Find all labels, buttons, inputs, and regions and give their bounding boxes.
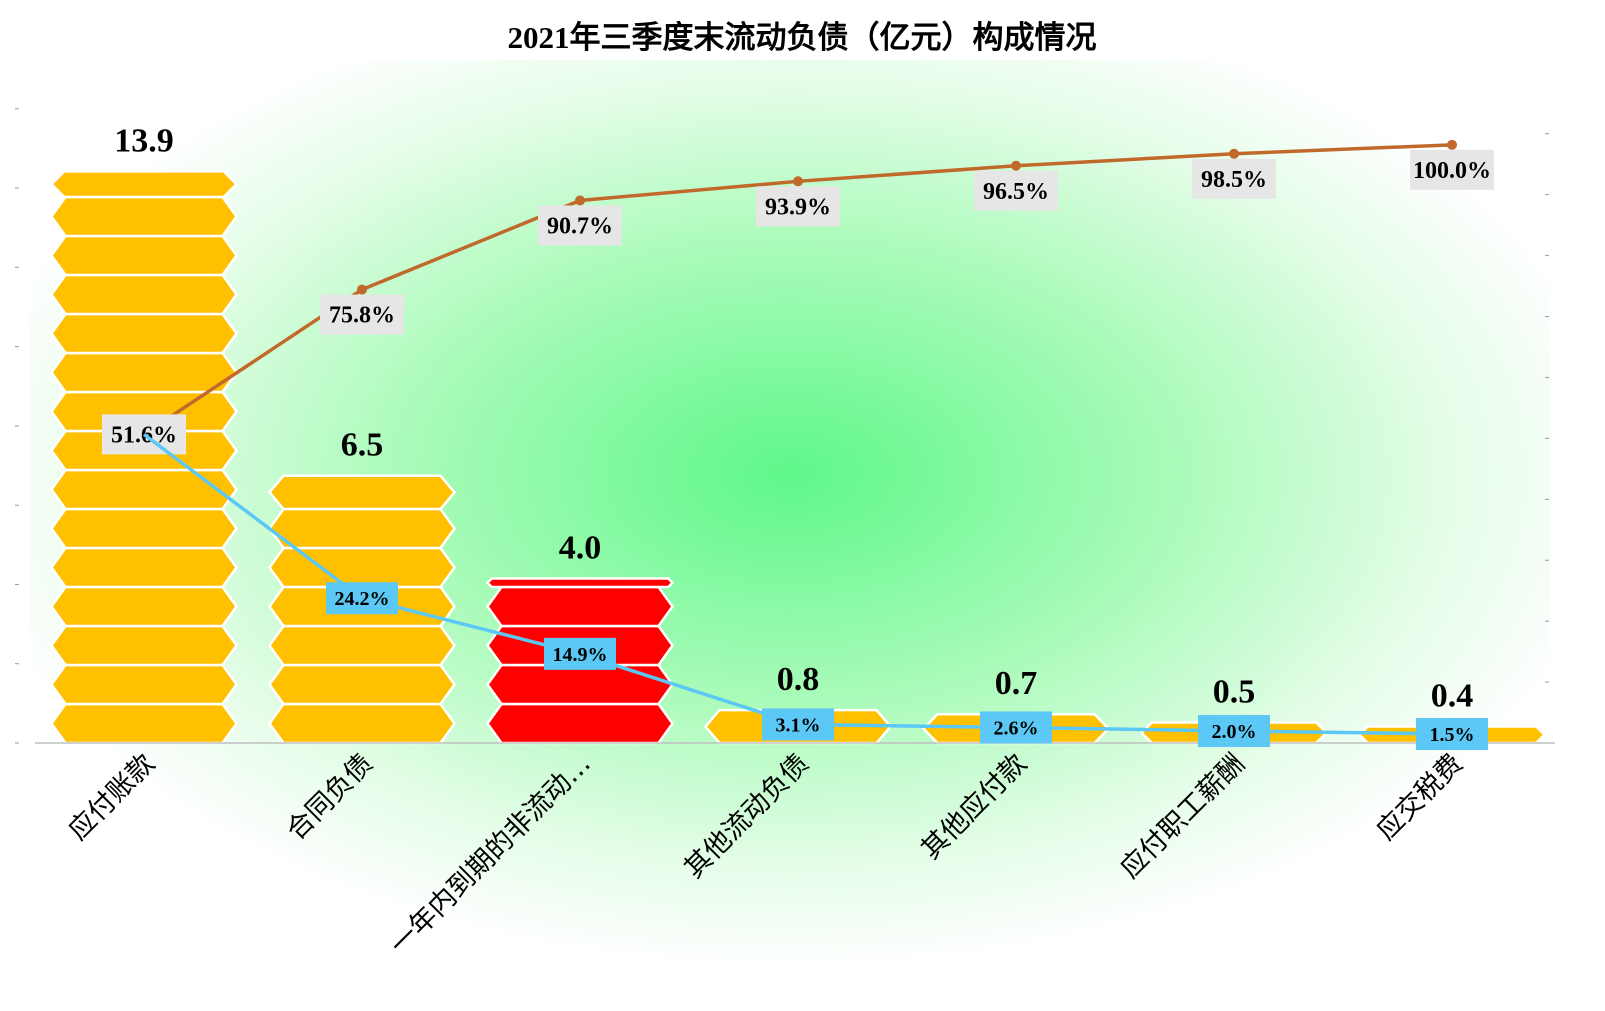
percentage-label-box xyxy=(980,711,1052,744)
bar-segment xyxy=(267,624,457,667)
bar-segment xyxy=(267,546,457,589)
cumulative-label-text: 98.5% xyxy=(1201,167,1267,193)
cumulative-point xyxy=(357,284,367,295)
cumulative-point xyxy=(1011,160,1021,171)
bar-value-label: 0.4 xyxy=(1431,678,1474,715)
cumulative-label: 96.5% xyxy=(974,170,1058,211)
percentage-label: 1.5% xyxy=(1416,718,1488,751)
percentage-label-text: 24.2% xyxy=(335,588,390,610)
cumulative-label-text: 100.0% xyxy=(1413,158,1491,184)
cumulative-label-box xyxy=(756,186,840,227)
bar-segment xyxy=(49,624,239,667)
percentage-line-series: 24.2% 14.9% 3.1% 2.6% 2.0% 1.5% xyxy=(142,432,1488,751)
bar-value-label: 6.5 xyxy=(341,427,384,464)
percentage-label: 2.0% xyxy=(1198,715,1270,748)
bar-segment xyxy=(49,663,239,706)
bar-segment xyxy=(49,507,239,550)
cumulative-label-text: 93.9% xyxy=(765,194,831,220)
bar-value-label: 4.0 xyxy=(559,530,602,567)
bar-segment xyxy=(267,702,457,745)
bar xyxy=(267,474,457,745)
cumulative-point xyxy=(1229,148,1239,159)
bar xyxy=(485,577,675,745)
chart-title: 2021年三季度末流动负债（亿元）构成情况 xyxy=(508,20,1097,55)
cumulative-point xyxy=(793,176,803,187)
cumulative-label-text: 96.5% xyxy=(983,179,1049,205)
percentage-label-box xyxy=(1198,715,1270,748)
cumulative-line-series: 51.6%75.8%90.7%93.9%96.5% 98.5% 100.0% xyxy=(102,139,1494,455)
percentage-label-box xyxy=(1416,718,1488,751)
cumulative-label: 98.5% xyxy=(1192,158,1276,199)
cumulative-label-text: 75.8% xyxy=(329,303,395,329)
cumulative-label: 100.0% xyxy=(1410,149,1494,190)
bar-segment xyxy=(49,546,239,589)
cumulative-label: 90.7% xyxy=(538,205,622,246)
bar-segment xyxy=(49,234,239,277)
percentage-label-text: 2.0% xyxy=(1212,721,1257,743)
percentage-label-text: 3.1% xyxy=(776,714,821,736)
percentage-label: 24.2% xyxy=(326,582,398,615)
cumulative-label: 75.8% xyxy=(320,294,404,335)
bar-segment xyxy=(49,273,239,316)
bar-segment xyxy=(49,195,239,238)
cumulative-label: 93.9% xyxy=(756,186,840,227)
bar-segment xyxy=(267,663,457,706)
percentage-label-box xyxy=(544,637,616,670)
bar-segment xyxy=(49,702,239,745)
bar-segment xyxy=(485,663,675,706)
percentage-label: 3.1% xyxy=(762,708,834,741)
bar-segment xyxy=(49,585,239,628)
cumulative-label-box xyxy=(320,294,404,335)
percentage-label: 2.6% xyxy=(980,711,1052,744)
bar-segment xyxy=(485,585,675,628)
cumulative-label-box xyxy=(1192,158,1276,199)
cumulative-label-text: 90.7% xyxy=(547,213,613,239)
percentage-label-box xyxy=(326,582,398,615)
bar-value-label: 0.5 xyxy=(1213,673,1256,710)
bar-segment xyxy=(49,312,239,355)
left-axis-ticks xyxy=(15,108,19,744)
bar-segment xyxy=(49,468,239,511)
bar-segment xyxy=(267,507,457,550)
cumulative-point xyxy=(1447,139,1457,150)
percentage-label-text: 1.5% xyxy=(1430,724,1475,746)
bar-segment xyxy=(267,474,457,511)
bar xyxy=(49,170,239,745)
percentage-label-text: 14.9% xyxy=(553,644,608,666)
cumulative-label-box xyxy=(538,205,622,246)
bar-segment xyxy=(485,702,675,745)
cumulative-label-box xyxy=(974,170,1058,211)
bar-segment xyxy=(49,351,239,394)
bar-value-label: 13.9 xyxy=(114,122,174,159)
bar-segment xyxy=(49,170,239,199)
bar-segment xyxy=(485,577,675,589)
bar-value-label: 0.8 xyxy=(777,661,820,698)
cumulative-point xyxy=(575,195,585,206)
bar-value-labels: 13.9 6.5 4.0 0.8 0.7 0.5 0.4 xyxy=(114,122,1473,714)
cumulative-label-box xyxy=(1410,149,1494,190)
percentage-label: 14.9% xyxy=(544,637,616,670)
percentage-label-text: 2.6% xyxy=(994,717,1039,739)
bar-value-label: 0.7 xyxy=(995,665,1038,702)
percentage-label-box xyxy=(762,708,834,741)
right-axis-ticks xyxy=(1545,133,1549,744)
